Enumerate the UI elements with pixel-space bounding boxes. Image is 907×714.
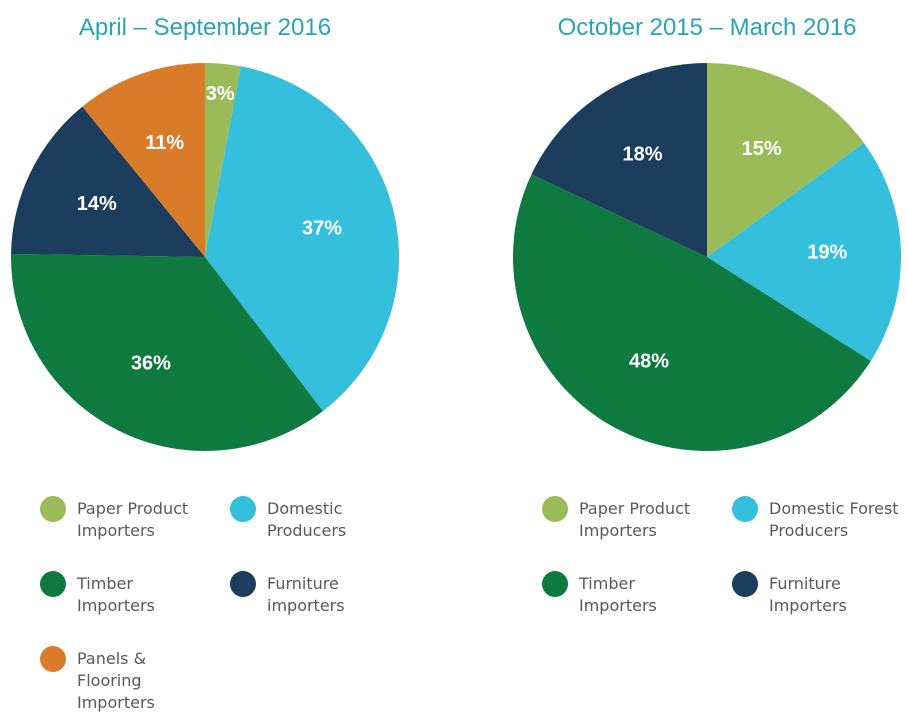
legend-swatch [542, 496, 568, 522]
legend-label: Paper Product Importers [579, 499, 691, 540]
legend-item: Furniture Importers [732, 571, 907, 617]
legend-item: Panels & Flooring Importers [40, 646, 202, 714]
legend-swatch [230, 496, 256, 522]
legend-label: Furniture Importers [769, 574, 847, 615]
value-label: 36% [131, 353, 171, 375]
value-label: 15% [742, 138, 782, 160]
pie-slice [531, 63, 707, 257]
legend-swatch [40, 646, 66, 672]
pie-slice [205, 63, 241, 257]
pie-slice [513, 174, 871, 451]
legend-label: Furniture importers [267, 574, 345, 615]
legend-swatch [542, 571, 568, 597]
value-label: 37% [302, 217, 342, 239]
legend-item: Timber Importers [542, 571, 704, 617]
chart-title: October 2015 – March 2016 [558, 14, 857, 41]
legend-label: Timber Importers [579, 574, 657, 615]
legend-label: Domestic Forest Producers [769, 499, 899, 540]
value-label: 3% [206, 83, 235, 105]
pie-slice [11, 106, 205, 257]
legend-swatch [732, 571, 758, 597]
legend-swatch [732, 496, 758, 522]
value-label: 11% [145, 132, 184, 154]
legend-item: Furniture importers [230, 571, 385, 617]
legend-item: Paper Product Importers [40, 496, 202, 542]
legend-label: Paper Product Importers [77, 499, 189, 540]
pie-slice [82, 63, 205, 257]
value-label: 18% [623, 144, 663, 166]
value-label: 14% [77, 193, 117, 215]
legend-swatch [40, 496, 66, 522]
pie-slice [707, 63, 864, 257]
legend-label: Domestic Producers [267, 499, 347, 540]
pie-slice [205, 66, 399, 412]
pie-slice [10, 253, 323, 452]
chart-title: April – September 2016 [79, 14, 331, 41]
legend-item: Paper Product Importers [542, 496, 704, 542]
value-label: 48% [629, 351, 669, 373]
legend-swatch [40, 571, 66, 597]
legend-swatch [230, 571, 256, 597]
legend-label: Timber Importers [77, 574, 155, 615]
pie-slice [707, 142, 901, 361]
legend-label: Panels & Flooring Importers [77, 649, 155, 712]
legend-item: Domestic Producers [230, 496, 385, 542]
legend-item: Domestic Forest Producers [732, 496, 907, 542]
value-label: 19% [807, 242, 847, 264]
legend-item: Timber Importers [40, 571, 202, 617]
